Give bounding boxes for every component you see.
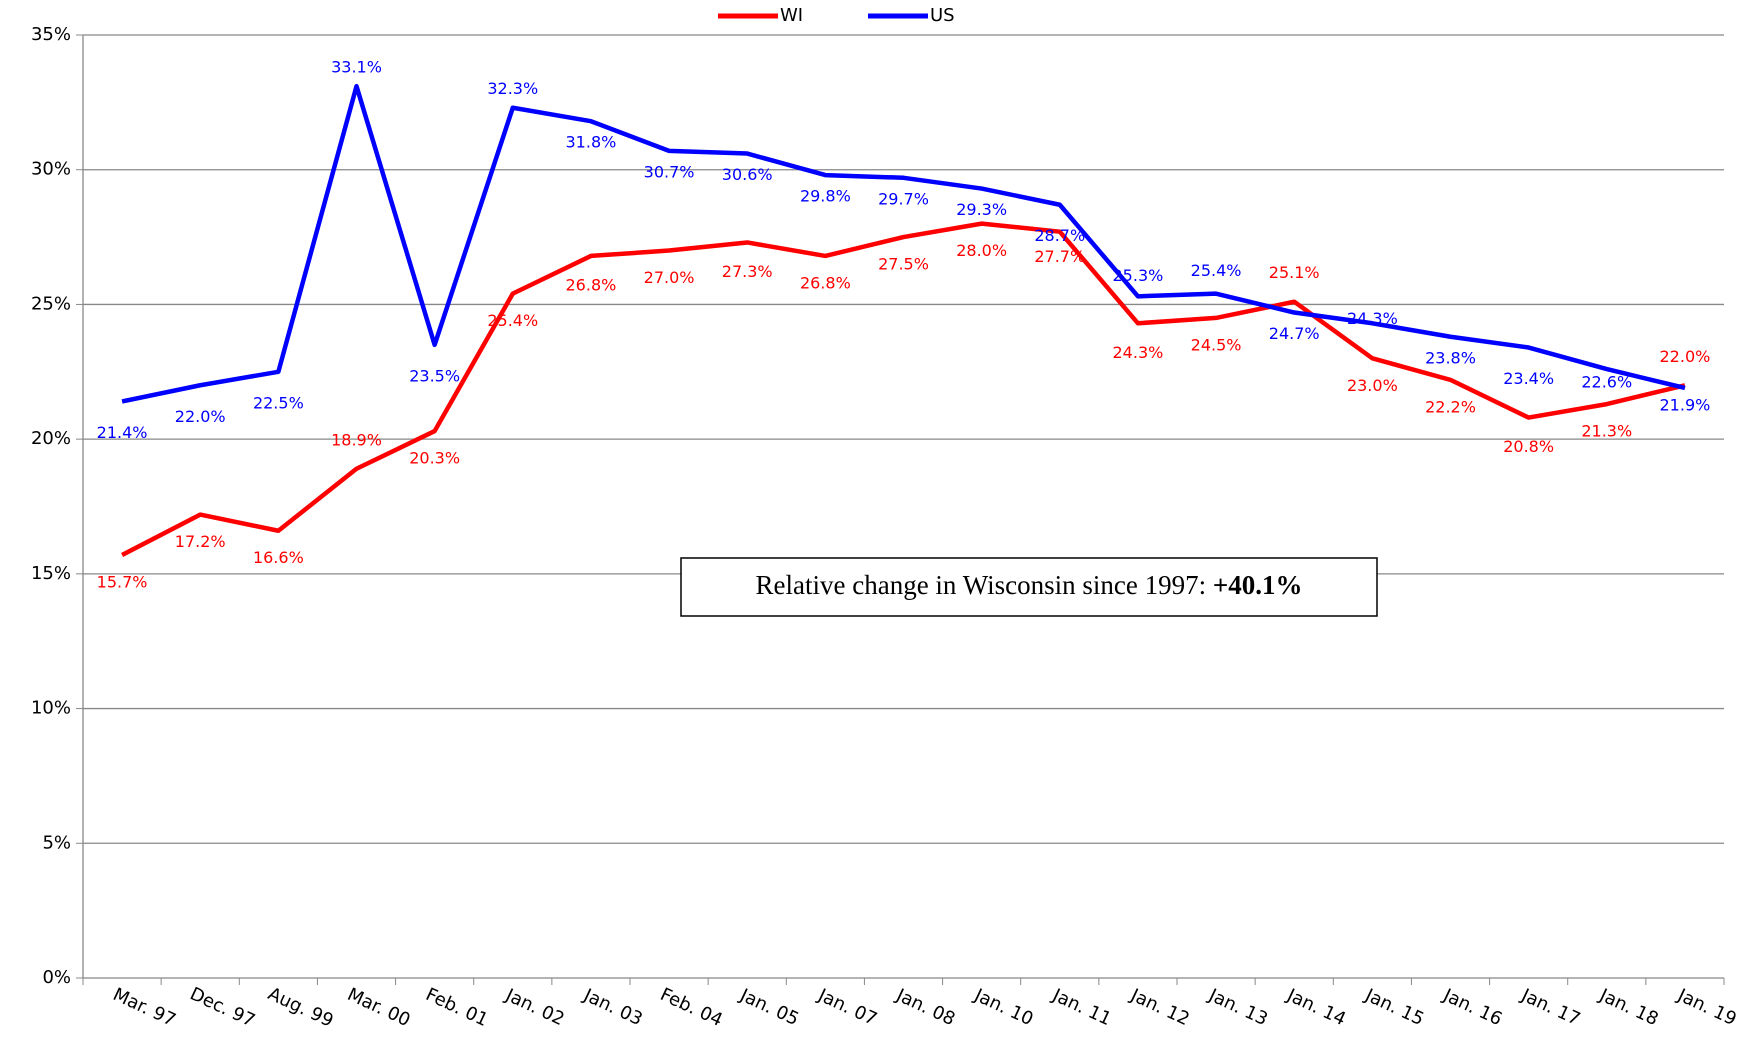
y-tick-label: 20% xyxy=(31,428,71,449)
x-tick-label: Jan. 19 xyxy=(1674,984,1740,1030)
data-label: 30.7% xyxy=(644,162,695,181)
y-tick-label: 30% xyxy=(31,159,71,180)
data-label: 30.6% xyxy=(722,165,773,184)
y-tick-label: 0% xyxy=(42,967,71,988)
x-tick-label: Aug. 99 xyxy=(265,983,337,1031)
legend-label: WI xyxy=(780,5,803,26)
data-label: 24.3% xyxy=(1113,343,1164,362)
data-label: 27.3% xyxy=(722,262,773,281)
data-label: 32.3% xyxy=(487,79,538,98)
line xyxy=(121,83,1686,404)
data-label: 20.8% xyxy=(1503,437,1554,456)
data-label: 26.8% xyxy=(566,275,617,294)
x-tick-label: Jan. 11 xyxy=(1049,984,1115,1030)
data-label: 27.5% xyxy=(878,255,929,274)
x-tick-label: Feb. 04 xyxy=(657,984,726,1031)
data-label: 17.2% xyxy=(175,532,226,551)
annotation-box xyxy=(680,557,1378,617)
data-label: 31.8% xyxy=(566,133,617,152)
x-tick-label: Jan. 08 xyxy=(892,984,958,1030)
data-label: 29.7% xyxy=(878,189,929,208)
data-label: 26.8% xyxy=(800,273,851,292)
data-label: 28.0% xyxy=(956,241,1007,260)
data-label: 29.3% xyxy=(956,200,1007,219)
line xyxy=(121,221,1686,557)
data-label: 22.6% xyxy=(1581,373,1632,392)
y-tick-label: 25% xyxy=(31,293,71,314)
data-label: 22.5% xyxy=(253,393,304,412)
x-tick-label: Jan. 17 xyxy=(1517,984,1583,1030)
data-label: 29.8% xyxy=(800,187,851,206)
data-label: 15.7% xyxy=(97,572,148,591)
x-tick-label: Jan. 18 xyxy=(1596,984,1662,1030)
y-tick-label: 35% xyxy=(31,24,71,45)
x-tick-label: Jan. 07 xyxy=(814,984,880,1030)
data-label: 23.0% xyxy=(1347,376,1398,395)
x-tick-label: Jan. 13 xyxy=(1205,984,1271,1030)
data-label: 21.4% xyxy=(97,423,148,442)
data-label: 22.0% xyxy=(175,407,226,426)
data-label: 18.9% xyxy=(331,430,382,449)
data-label: 25.3% xyxy=(1113,266,1164,285)
x-tick-label: Mar. 97 xyxy=(110,984,179,1031)
data-label: 33.1% xyxy=(331,58,382,77)
data-label: 25.4% xyxy=(1191,261,1242,280)
x-tick-label: Jan. 15 xyxy=(1361,984,1427,1030)
data-label: 25.4% xyxy=(487,311,538,330)
x-tick-label: Mar. 00 xyxy=(344,984,413,1031)
x-tick-label: Dec. 97 xyxy=(187,983,259,1031)
x-tick-label: Jan. 02 xyxy=(502,984,568,1030)
data-label: 20.3% xyxy=(409,449,460,468)
annotation-value: +40.1% xyxy=(1213,570,1303,600)
data-label: 21.9% xyxy=(1660,395,1711,414)
x-tick-label: Jan. 16 xyxy=(1439,984,1505,1030)
data-label: 24.3% xyxy=(1347,309,1398,328)
data-label: 22.2% xyxy=(1425,397,1476,416)
x-tick-label: Jan. 05 xyxy=(736,984,802,1030)
data-label: 21.3% xyxy=(1581,422,1632,441)
annotation-text: Relative change in Wisconsin since 1997: xyxy=(756,570,1207,600)
y-tick-label: 15% xyxy=(31,563,71,584)
y-tick-label: 10% xyxy=(31,698,71,719)
data-label: 24.7% xyxy=(1269,324,1320,343)
legend-label: US xyxy=(930,5,955,26)
data-label: 16.6% xyxy=(253,548,304,567)
x-tick-label: Feb. 01 xyxy=(422,984,491,1031)
annotation: Relative change in Wisconsin since 1997:… xyxy=(756,570,1303,600)
x-tick-label: Jan. 03 xyxy=(580,984,646,1030)
x-tick-label: Jan. 14 xyxy=(1283,984,1349,1030)
x-tick-label: Jan. 10 xyxy=(970,984,1036,1030)
data-label: 24.5% xyxy=(1191,335,1242,354)
data-label: 22.0% xyxy=(1660,347,1711,366)
data-label: 28.7% xyxy=(1034,226,1085,245)
data-label: 23.8% xyxy=(1425,348,1476,367)
data-label: 23.5% xyxy=(409,366,460,385)
data-label: 23.4% xyxy=(1503,369,1554,388)
data-label: 27.7% xyxy=(1034,247,1085,266)
data-label: 25.1% xyxy=(1269,263,1320,282)
y-tick-label: 5% xyxy=(42,832,71,853)
x-tick-label: Jan. 12 xyxy=(1127,984,1193,1030)
data-label: 27.0% xyxy=(644,268,695,287)
